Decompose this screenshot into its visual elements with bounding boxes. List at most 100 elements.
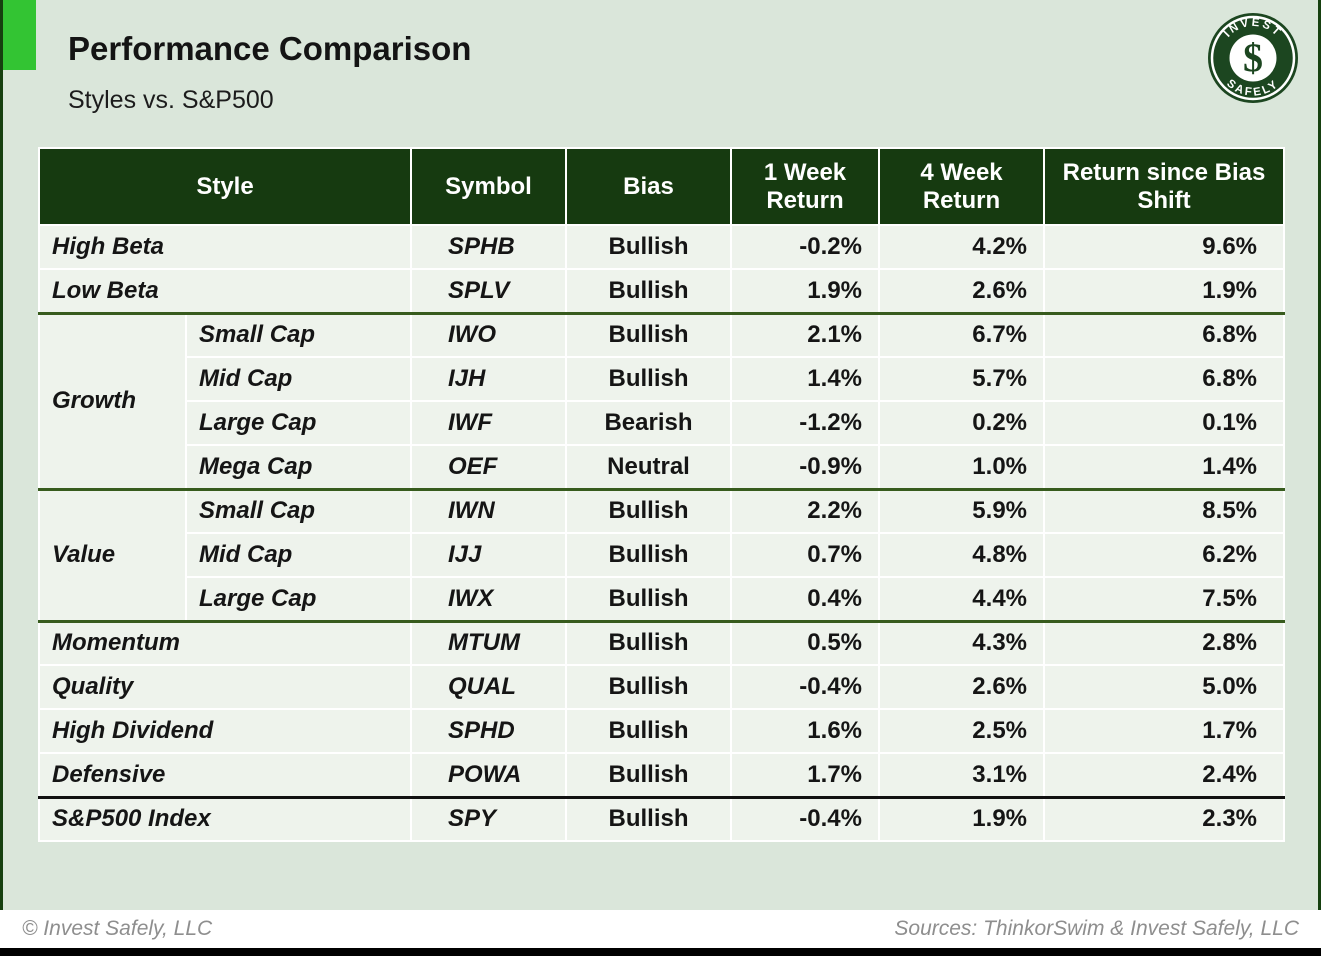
table-row: Growth Small Cap IWO Bullish 2.1% 6.7% 6.8% (38, 311, 1285, 490)
style-label: Momentum (38, 619, 412, 666)
style-label: High Dividend (38, 708, 412, 754)
table-row: Momentum MTUM Bullish 0.5% 4.3% 2.8% (38, 619, 1285, 666)
page-title: Performance Comparison (68, 30, 472, 67)
style-sub-label: Small Cap (185, 487, 412, 534)
symbol-label: IJH (410, 356, 567, 402)
week4-return-value: 0.2% (878, 400, 1045, 446)
symbol-label: SPHB (410, 224, 567, 270)
accent-bar (3, 0, 36, 70)
symbol-label: MTUM (410, 619, 567, 666)
right-edge-border (1318, 0, 1321, 910)
footer: © Invest Safely, LLC Sources: ThinkorSwi… (0, 910, 1321, 948)
style-label: S&P500 Index (38, 795, 412, 842)
week4-return-value: 3.1% (878, 752, 1045, 798)
week4-return-value: 1.0% (878, 444, 1045, 490)
dollar-monogram-icon: $ (1243, 35, 1263, 80)
week1-return-value: 2.2% (730, 487, 880, 534)
week4-return-value: 4.2% (878, 224, 1045, 270)
symbol-label: IWX (410, 576, 567, 622)
logo-inner-circle (1229, 34, 1277, 82)
week1-return-value: -0.9% (730, 444, 880, 490)
col-header-week4-return: 4 Week Return (878, 147, 1045, 226)
style-group-label: Value (38, 487, 187, 622)
table-row: Large Cap IWX Bullish 0.4% 4.4% 7.5% (39, 576, 1285, 622)
performance-table: Style Symbol Bias 1 Week Return 4 Week R… (38, 147, 1285, 842)
return-since-value: 6.8% (1043, 311, 1285, 358)
style-sub-label: Small Cap (185, 311, 412, 358)
week1-return-value: 0.7% (730, 532, 880, 578)
bias-value: Bullish (565, 356, 732, 402)
style-sub-label: Mega Cap (185, 444, 412, 490)
bias-value: Bullish (565, 311, 732, 358)
table-row: High Dividend SPHD Bullish 1.6% 2.5% 1.7% (38, 708, 1285, 754)
week4-return-value: 4.3% (878, 619, 1045, 666)
style-group-label: Growth (38, 311, 187, 490)
table-body: High Beta SPHB Bullish -0.2% 4.2% 9.6% Low Bet… (38, 224, 1285, 842)
table-header-row: Style Symbol Bias 1 Week Return 4 Week R… (38, 147, 1285, 226)
return-since-value: 2.3% (1043, 795, 1285, 842)
style-sub-label: Large Cap (185, 400, 412, 446)
week4-return-value: 2.6% (878, 268, 1045, 314)
week1-return-value: 1.4% (730, 356, 880, 402)
return-since-value: 7.5% (1043, 576, 1285, 622)
table-row: Mega Cap OEF Neutral -0.9% 1.0% 1.4% (39, 444, 1285, 490)
bias-value: Bullish (565, 576, 732, 622)
col-header-week1-return: 1 Week Return (730, 147, 880, 226)
table-row: Defensive POWA Bullish 1.7% 3.1% 2.4% (38, 752, 1285, 798)
style-label: High Beta (38, 224, 412, 270)
symbol-label: IJJ (410, 532, 567, 578)
week4-return-value: 6.7% (878, 311, 1045, 358)
style-label: Low Beta (38, 268, 412, 314)
week4-return-value: 4.8% (878, 532, 1045, 578)
return-since-value: 0.1% (1043, 400, 1285, 446)
style-sub-label: Large Cap (185, 576, 412, 622)
bottom-bar (0, 948, 1321, 956)
table-row: Quality QUAL Bullish -0.4% 2.6% 5.0% (38, 664, 1285, 710)
return-since-value: 6.2% (1043, 532, 1285, 578)
col-header-symbol: Symbol (410, 147, 567, 226)
bias-value: Bullish (565, 224, 732, 270)
return-since-value: 5.0% (1043, 664, 1285, 710)
bias-value: Bullish (565, 752, 732, 798)
week1-return-value: 1.6% (730, 708, 880, 754)
return-since-value: 2.4% (1043, 752, 1285, 798)
week4-return-value: 5.9% (878, 487, 1045, 534)
week1-return-value: 1.7% (730, 752, 880, 798)
left-edge-border (0, 0, 3, 910)
week4-return-value: 2.5% (878, 708, 1045, 754)
col-header-bias: Bias (565, 147, 732, 226)
week1-return-value: 0.4% (730, 576, 880, 622)
return-since-value: 1.4% (1043, 444, 1285, 490)
logo-ring (1210, 15, 1296, 101)
week4-return-value: 2.6% (878, 664, 1045, 710)
col-header-return-since-bias-shift: Return since Bias Shift (1043, 147, 1285, 226)
table-row: High Beta SPHB Bullish -0.2% 4.2% 9.6% (38, 224, 1285, 270)
week1-return-value: 2.1% (730, 311, 880, 358)
symbol-label: IWF (410, 400, 567, 446)
week1-return-value: -0.4% (730, 795, 880, 842)
style-label: Quality (38, 664, 412, 710)
symbol-label: IWO (410, 311, 567, 358)
symbol-label: QUAL (410, 664, 567, 710)
sources-text: Sources: ThinkorSwim & Invest Safely, LL… (894, 917, 1299, 940)
bias-value: Bullish (565, 268, 732, 314)
style-sub-label: Mid Cap (185, 356, 412, 402)
table-row: S&P500 Index SPY Bullish -0.4% 1.9% 2.3% (38, 795, 1285, 842)
bias-value: Bullish (565, 487, 732, 534)
bias-value: Bearish (565, 400, 732, 446)
col-header-style: Style (38, 147, 412, 226)
return-since-value: 9.6% (1043, 224, 1285, 270)
style-label: Defensive (38, 752, 412, 798)
table-row: Mid Cap IJJ Bullish 0.7% 4.8% 6.2% (39, 532, 1285, 578)
symbol-label: IWN (410, 487, 567, 534)
week4-return-value: 4.4% (878, 576, 1045, 622)
symbol-label: POWA (410, 752, 567, 798)
table-row: Mid Cap IJH Bullish 1.4% 5.7% 6.8% (39, 356, 1285, 402)
style-sub-label: Mid Cap (185, 532, 412, 578)
week1-return-value: -0.2% (730, 224, 880, 270)
copyright-text: © Invest Safely, LLC (22, 917, 213, 940)
symbol-label: OEF (410, 444, 567, 490)
table-row: Value Small Cap IWN Bullish 2.2% 5.9% 8.5% (38, 487, 1285, 622)
bias-value: Bullish (565, 532, 732, 578)
